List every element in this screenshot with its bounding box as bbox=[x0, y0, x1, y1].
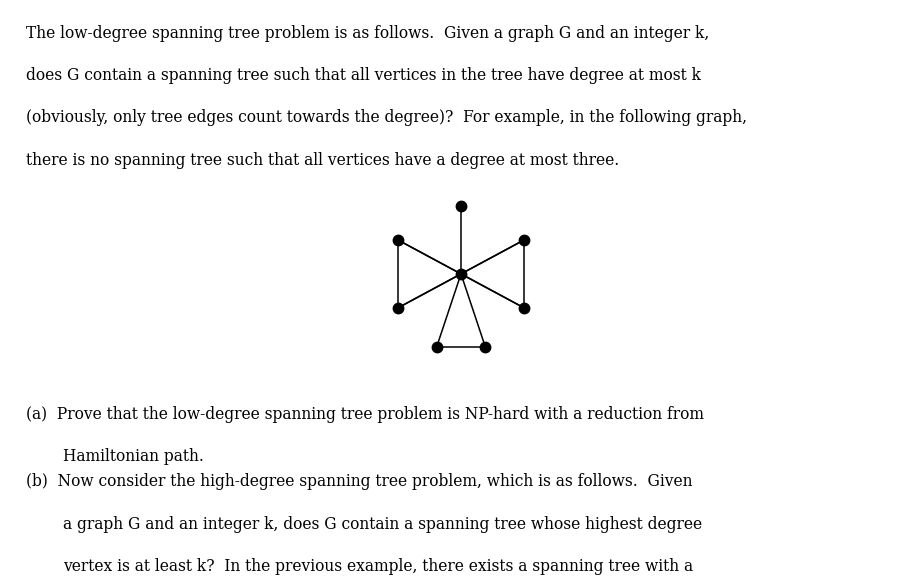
Text: a graph G and an integer k, does G contain a spanning tree whose highest degree: a graph G and an integer k, does G conta… bbox=[63, 516, 702, 533]
Text: Hamiltonian path.: Hamiltonian path. bbox=[63, 448, 204, 465]
Text: (a)  Prove that the low-degree spanning tree problem is NP-hard with a reduction: (a) Prove that the low-degree spanning t… bbox=[26, 406, 703, 423]
Text: there is no spanning tree such that all vertices have a degree at most three.: there is no spanning tree such that all … bbox=[26, 152, 619, 169]
Text: (obviously, only tree edges count towards the degree)?  For example, in the foll: (obviously, only tree edges count toward… bbox=[26, 109, 747, 126]
Text: does G contain a spanning tree such that all vertices in the tree have degree at: does G contain a spanning tree such that… bbox=[26, 67, 701, 84]
Text: The low-degree spanning tree problem is as follows.  Given a graph G and an inte: The low-degree spanning tree problem is … bbox=[26, 25, 709, 42]
Text: (b)  Now consider the high-degree spanning tree problem, which is as follows.  G: (b) Now consider the high-degree spannin… bbox=[26, 473, 692, 490]
Text: vertex is at least k?  In the previous example, there exists a spanning tree wit: vertex is at least k? In the previous ex… bbox=[63, 558, 692, 575]
